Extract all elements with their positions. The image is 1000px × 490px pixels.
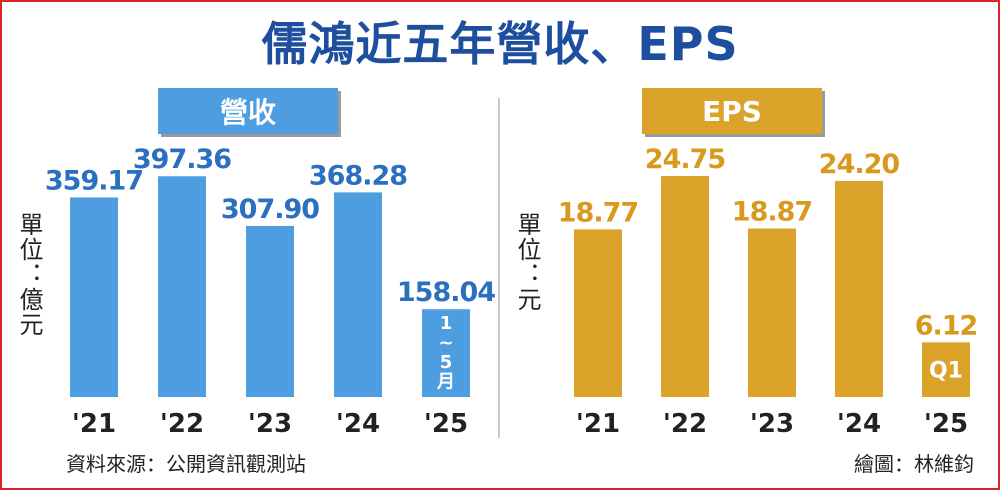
eps-value-label-0: 18.77 — [558, 197, 638, 228]
revenue-bar-2 — [246, 225, 294, 397]
eps-bar-4 — [922, 342, 970, 397]
revenue-category-label-0: '21 — [72, 409, 116, 439]
eps-partial-note: Q1 — [929, 359, 963, 384]
eps-bar-0 — [574, 229, 622, 397]
eps-category-label-3: '24 — [837, 409, 881, 439]
eps-value-label-1: 24.75 — [645, 144, 725, 175]
eps-value-label-3: 24.20 — [819, 149, 900, 180]
eps-category-label-0: '21 — [576, 409, 620, 439]
revenue-value-label-4: 158.04 — [397, 277, 495, 308]
revenue-bar-1 — [158, 176, 206, 397]
revenue-bar-0 — [70, 197, 118, 397]
eps-bar-2 — [748, 228, 796, 397]
source-note: 資料來源：公開資訊觀測站 — [66, 452, 306, 476]
eps-unit-label: 單位：元 — [513, 212, 541, 312]
chart-title: 儒鴻近五年營收、EPS — [261, 17, 739, 71]
revenue-panel-title: 營收 — [158, 88, 338, 134]
revenue-category-label-3: '24 — [336, 409, 380, 439]
eps-category-label-4: '25 — [924, 409, 968, 439]
revenue-value-label-2: 307.90 — [221, 194, 319, 225]
revenue-value-label-1: 397.36 — [133, 144, 231, 175]
revenue-category-label-1: '22 — [160, 409, 204, 439]
eps-value-label-2: 18.87 — [732, 197, 812, 228]
eps-bar-3 — [835, 180, 883, 397]
eps-value-label-4: 6.12 — [915, 310, 978, 341]
revenue-bar-4 — [422, 309, 470, 397]
eps-category-label-2: '23 — [750, 409, 794, 439]
eps-panel-title: EPS — [642, 88, 822, 134]
eps-category-label-1: '22 — [663, 409, 707, 439]
credit-note: 繪圖：林維鈞 — [854, 452, 974, 476]
eps-bar-1 — [661, 176, 709, 397]
revenue-partial-note: 1 ~5 月 — [436, 313, 455, 392]
revenue-unit-label: 單位：億元 — [15, 212, 43, 337]
revenue-category-label-2: '23 — [248, 409, 292, 439]
revenue-value-label-3: 368.28 — [309, 160, 407, 191]
panel-divider — [498, 98, 500, 438]
revenue-category-label-4: '25 — [424, 409, 468, 439]
revenue-bar-3 — [334, 192, 382, 397]
revenue-value-label-0: 359.17 — [45, 165, 143, 196]
